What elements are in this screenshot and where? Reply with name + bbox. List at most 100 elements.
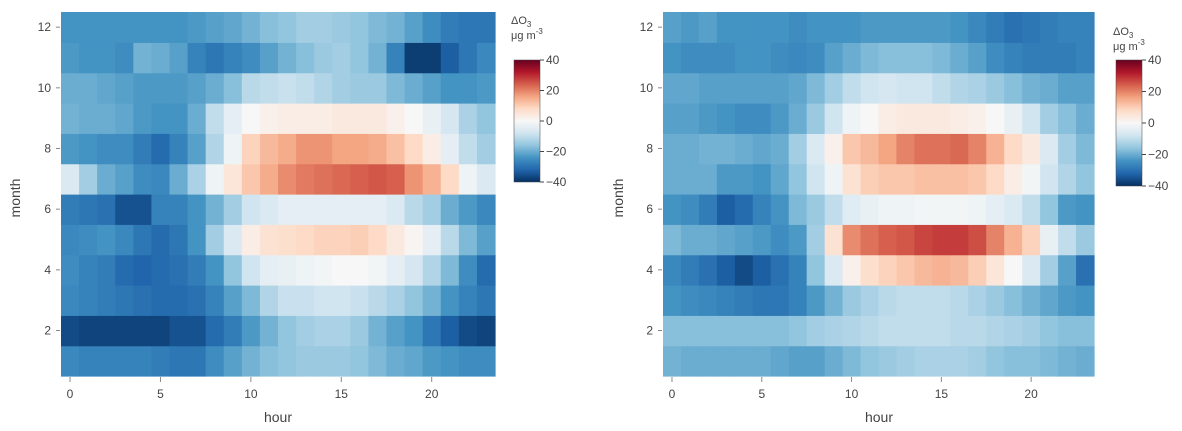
heatmap-cell [205,224,225,256]
heatmap-cell [205,254,225,286]
heatmap-cell [950,12,969,43]
heatmap-cell [133,194,153,225]
heatmap-cell [950,42,969,74]
heatmap-cell [698,42,718,74]
heatmap-cell [241,285,261,316]
heatmap-cell [950,133,969,165]
heatmap-cell [770,194,790,225]
heatmap-cell [259,194,279,225]
heatmap-cell [314,103,333,134]
heatmap-cell [680,133,700,165]
heatmap-cell [79,224,98,256]
heatmap-cell [133,103,153,134]
heatmap-cell [458,254,478,286]
heatmap-cell [680,72,700,104]
heatmap-cell [97,42,116,74]
heatmap-cell [932,254,951,286]
heatmap-cell [115,42,134,74]
heatmap-cell [169,103,189,134]
heatmap-cell [788,315,808,347]
heatmap-cell [968,345,987,377]
heatmap-cell [788,163,808,195]
heatmap-cell [932,103,951,134]
heatmap-cell [259,224,279,256]
heatmap-cell [932,315,951,347]
heatmap-cell [97,345,116,377]
heatmap-cell [97,103,116,134]
heatmap-cell [1004,163,1023,195]
heatmap-cell [1058,345,1077,377]
heatmap-cell [169,133,189,165]
y-tick-label: 12 [38,20,52,34]
heatmap-cell [842,254,862,286]
heatmap-cell [386,133,406,165]
heatmap-cell [842,315,862,347]
x-tick-label: 15 [335,387,349,401]
heatmap-cell [986,285,1005,316]
heatmap-cell [716,42,736,74]
heatmap-cell [169,72,189,104]
heatmap-cell [151,345,171,377]
heatmap-cell [1058,254,1077,286]
heatmap-cell [187,163,207,195]
heatmap-cell [115,163,134,195]
heatmap-cell [860,133,880,165]
heatmap-cell [332,42,351,74]
heatmap-cell [896,315,916,347]
heatmap-cell [788,72,808,104]
heatmap-cell [663,254,682,286]
heatmap-cell [932,12,951,43]
heatmap-cell [476,103,496,134]
heatmap-cell [914,345,933,377]
heatmap-cell [422,12,442,43]
heatmap-cell [860,103,880,134]
heatmap-cell [663,103,682,134]
heatmap-cell [440,12,460,43]
heatmap-cell [350,224,370,256]
heatmap-cell [476,224,496,256]
heatmap-cell [296,254,315,286]
heatmap-cell [680,285,700,316]
heatmap-cell [296,224,315,256]
heatmap-cell [440,42,460,74]
heatmap-cell [752,12,772,43]
heatmap-cell [932,345,951,377]
heatmap-cell [1004,42,1023,74]
heatmap-cell [61,345,80,377]
heatmap-cell [332,103,351,134]
heatmap-cell [806,345,826,377]
heatmap-cell [698,163,718,195]
heatmap-cell [278,103,297,134]
heatmap-cell [734,285,754,316]
heatmap-cell [187,42,207,74]
heatmap-cell [716,254,736,286]
x-tick-label: 10 [244,387,258,401]
heatmap-cell [878,285,898,316]
heatmap-cell [770,103,790,134]
heatmap-cell [698,254,718,286]
heatmap-cell [97,315,116,347]
colorbar-unit: μg m-3 [511,27,543,42]
heatmap-cell [663,72,682,104]
heatmap-cell [223,254,243,286]
heatmap-cell [1022,254,1041,286]
heatmap-cell [223,103,243,134]
heatmap-cell [950,345,969,377]
heatmap-cell [896,254,916,286]
heatmap-cell [680,163,700,195]
heatmap-cell [1004,315,1023,347]
heatmap-cell [1076,163,1095,195]
heatmap-cell [824,42,844,74]
heatmap-cell [187,254,207,286]
heatmap-cell [458,72,478,104]
heatmap-cell [878,345,898,377]
heatmap-cell [1076,194,1095,225]
heatmap-cell [61,194,80,225]
heatmap-cell [806,315,826,347]
heatmap-cell [223,194,243,225]
heatmap-cell [115,72,134,104]
heatmap-cell [914,285,933,316]
heatmap-cell [97,254,116,286]
heatmap-cell [259,315,279,347]
heatmap-cell [151,254,171,286]
